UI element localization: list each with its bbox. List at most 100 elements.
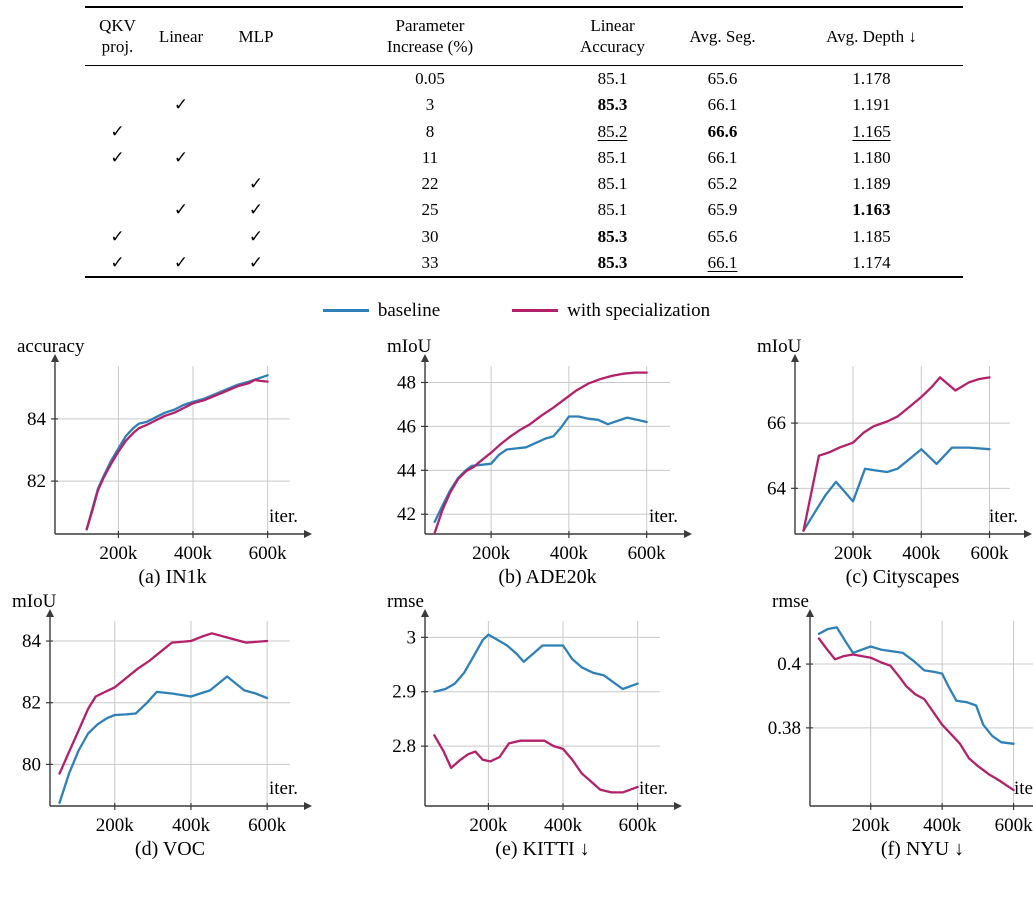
metric-cell: 85.1 [597, 174, 628, 193]
y-axis-title: rmse [387, 591, 424, 612]
chart-caption: (c) Cityscapes [846, 566, 960, 588]
param-increase-cell: 33 [421, 252, 439, 272]
metric-cell: 1.180 [852, 147, 891, 167]
column-header: Linear [158, 26, 204, 46]
chart-nyu: 200k 400k 600k 0.38 0.4 rmse iter. (f) NYU ↓ [680, 589, 1033, 861]
x-axis-title: iter. [989, 506, 1018, 527]
checkmark-icon: ✓ [173, 200, 189, 220]
checkmark-icon: ✓ [110, 147, 125, 167]
chart-voc: 200k 400k 600k 80 82 84 mIoU iter. (d) VOC [0, 589, 325, 861]
checkmark-icon: ✓ [110, 226, 125, 246]
metric-cell: 85.1 [597, 69, 628, 88]
metric-cell: 85.3 [597, 95, 628, 115]
x-tick-label: 400k [544, 815, 583, 836]
chart-in1k-plot: 200k 400k 600k 82 84 accuracy iter. (a) IN1k [17, 336, 312, 588]
x-tick-label: 200k [99, 543, 138, 564]
x-tick-label: 600k [971, 543, 1010, 564]
table-row: ✓ ✓ ✓ 33 85.3 66.1 1.174 [85, 249, 963, 276]
checkmark-icon: ✓ [173, 147, 189, 167]
chart-kitti-plot: 200k 400k 600k 2.8 2.9 3 rmse iter. (e) KITTI ↓ [387, 591, 682, 860]
metric-cell: 66.1 [707, 147, 738, 167]
chart-caption: (e) KITTI ↓ [495, 838, 589, 860]
param-increase-cell: 22 [421, 174, 439, 193]
metric-cell: 65.6 [707, 226, 738, 246]
chart-nyu-plot: 200k 400k 600k 0.38 0.4 rmse iter. (f) NYU ↓ [768, 591, 1033, 860]
series-specialization [802, 375, 991, 532]
param-increase-cell: 0.05 [415, 69, 445, 88]
y-tick-label: 44 [397, 460, 417, 481]
metric-cell: 1.163 [852, 200, 891, 220]
metric-cell: 1.185 [852, 226, 891, 246]
metric-cell: 1.178 [852, 69, 891, 88]
x-tick-label: 400k [902, 543, 941, 564]
metric-cell: 65.2 [707, 174, 738, 193]
x-axis-arrow-icon [304, 801, 312, 810]
table-row: ✓ ✓ 11 85.1 66.1 1.180 [85, 144, 963, 170]
x-tick-label: 200k [834, 543, 873, 564]
y-axis-arrow-icon [421, 608, 429, 617]
column-header: Avg. Depth ↓ [826, 26, 917, 46]
y-axis-arrow-icon [791, 353, 799, 362]
metric-cell: 1.174 [852, 252, 891, 272]
x-axis-title: iter. [269, 506, 298, 527]
chart-ade20k-plot: 200k 400k 600k 42 44 46 48 mIoU iter. (b) ADE20k [387, 336, 692, 588]
chart-ade20k: 200k 400k 600k 42 44 46 48 mIoU iter. (b) ADE20k [325, 334, 692, 589]
empty-cell [212, 92, 300, 118]
series-baseline [433, 414, 648, 523]
x-tick-label: 600k [628, 543, 667, 564]
y-tick-label: 64 [767, 478, 787, 499]
y-axis-title: accuracy [17, 336, 85, 357]
metric-cell: 85.1 [597, 200, 628, 220]
empty-cell [150, 171, 212, 197]
y-tick-label: 2.8 [392, 736, 416, 757]
series-baseline [85, 373, 269, 530]
x-axis-arrow-icon [304, 529, 312, 538]
legend-item-specialization: with specialization [512, 300, 710, 322]
y-axis-title: mIoU [757, 336, 802, 357]
empty-cell [85, 171, 150, 197]
param-increase-cell: 3 [425, 95, 435, 115]
chart-in1k: 200k 400k 600k 82 84 accuracy iter. (a) IN1k [0, 334, 325, 589]
metric-cell: 1.189 [852, 174, 891, 193]
series-specialization [433, 733, 639, 794]
metric-cell: 85.3 [597, 252, 628, 272]
y-axis-arrow-icon [806, 608, 814, 617]
y-axis-title: mIoU [387, 336, 432, 357]
x-tick-label: 200k [472, 543, 511, 564]
x-axis-title: iter. [649, 506, 678, 527]
chart-cityscapes: 200k 400k 600k 64 66 mIoU iter. (c) Cityscapes [680, 334, 1033, 589]
metric-cell: 1.165 [852, 121, 891, 141]
x-tick-label: 600k [995, 815, 1033, 836]
x-axis-title: iter. [1014, 778, 1033, 799]
x-tick-label: 400k [172, 815, 211, 836]
checkmark-icon: ✓ [173, 95, 189, 115]
y-tick-label: 66 [767, 413, 786, 434]
checkmark-icon: ✓ [110, 252, 125, 272]
series-baseline [58, 674, 269, 804]
series-specialization [817, 636, 1015, 791]
series-specialization [433, 370, 648, 534]
x-axis-arrow-icon [684, 529, 692, 538]
x-tick-label: 200k [96, 815, 135, 836]
empty-cell [150, 118, 212, 144]
metric-cell: 85.2 [597, 121, 628, 141]
series-specialization [85, 378, 269, 530]
metric-cell: 85.3 [597, 226, 628, 246]
series-baseline [433, 632, 639, 693]
y-tick-label: 3 [407, 627, 417, 648]
chart-caption: (f) NYU ↓ [881, 838, 964, 860]
chart-cityscapes-plot: 200k 400k 600k 64 66 mIoU iter. (c) Cityscapes [757, 336, 1032, 588]
legend-label-specialization: with specialization [567, 299, 711, 321]
y-tick-label: 84 [22, 631, 42, 652]
charts-grid: 200k 400k 600k 82 84 accuracy iter. (a) IN1k 20… [0, 334, 1033, 861]
column-header: Avg. Seg. [689, 26, 756, 46]
y-tick-label: 0.4 [777, 654, 801, 675]
table-row: ✓ ✓ 25 85.1 65.9 1.163 [85, 197, 963, 223]
table-row: ✓ 8 85.2 66.6 1.165 [85, 118, 963, 144]
x-tick-label: 400k [923, 815, 962, 836]
y-tick-label: 82 [22, 692, 41, 713]
y-tick-label: 82 [27, 471, 46, 492]
y-axis-arrow-icon [51, 353, 59, 362]
empty-cell [150, 65, 212, 92]
checkmark-icon: ✓ [248, 226, 264, 246]
